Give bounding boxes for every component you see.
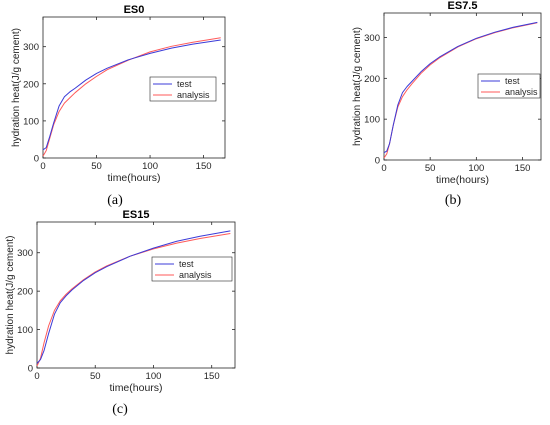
- y-tick-label: 100: [23, 116, 39, 127]
- series-line-test: [42, 39, 221, 151]
- legend-box: [151, 256, 233, 282]
- x-tick-label: 150: [204, 371, 220, 382]
- x-tick-label: 100: [142, 161, 158, 172]
- plot-area: [36, 221, 236, 369]
- panel-label: (a): [107, 193, 123, 208]
- y-tick-label: 100: [17, 325, 33, 336]
- chart-panel-3: ES15 0 50 100 150 0 100 200 300 time(hours) hydrat…: [5, 209, 236, 417]
- x-tick-label: 50: [425, 163, 436, 174]
- y-axis-label: hydration heat(J/g cement): [11, 28, 22, 147]
- y-tick-label: 100: [364, 115, 380, 126]
- y-axis-label: hydration heat(J/g cement): [352, 27, 363, 146]
- x-tick-label: 0: [40, 161, 45, 172]
- y-tick-label: 300: [23, 42, 39, 53]
- y-tick-label: 0: [28, 364, 33, 375]
- series-line-test: [36, 230, 231, 364]
- legend-entry: test: [179, 259, 194, 269]
- y-tick-label: 0: [34, 154, 39, 165]
- x-tick-label: 50: [91, 161, 102, 172]
- x-axis-label: time(hours): [436, 174, 489, 186]
- legend-entry: test: [177, 79, 192, 89]
- x-axis-label: time(hours): [107, 172, 160, 184]
- legend-entry: analysis: [179, 270, 212, 280]
- x-tick-label: 100: [468, 163, 484, 174]
- legend-entry: test: [505, 76, 520, 86]
- y-axis-label: hydration heat(J/g cement): [5, 236, 16, 355]
- x-tick-label: 150: [515, 163, 531, 174]
- chart-title: ES15: [123, 209, 150, 221]
- x-tick-label: 50: [90, 371, 101, 382]
- series-line-test: [383, 21, 538, 154]
- legend-entry: analysis: [505, 87, 538, 97]
- panel-label: (c): [112, 402, 128, 417]
- chart-title: ES7.5: [448, 0, 478, 12]
- chart-title: ES0: [124, 4, 145, 16]
- y-tick-label: 0: [375, 156, 380, 167]
- y-tick-label: 200: [17, 287, 33, 298]
- x-tick-label: 100: [146, 371, 162, 382]
- chart-panel-1: ES0 0 50 100 150 0 100 200 300 time(hours) hydrati…: [11, 4, 226, 208]
- x-tick-label: 0: [381, 163, 386, 174]
- y-tick-label: 300: [364, 33, 380, 44]
- x-axis-label: time(hours): [109, 382, 162, 394]
- x-tick-label: 150: [196, 161, 212, 172]
- legend-entry: analysis: [177, 90, 210, 100]
- y-tick-label: 200: [364, 74, 380, 85]
- series-line-analysis: [42, 37, 221, 157]
- x-tick-label: 0: [34, 371, 39, 382]
- series-line-analysis: [36, 233, 231, 367]
- y-tick-label: 300: [17, 248, 33, 259]
- legend-box: [477, 73, 541, 99]
- y-tick-label: 200: [23, 79, 39, 90]
- panel-label: (b): [445, 193, 462, 208]
- chart-panel-2: ES7.5 0 50 100 150 0 100 200 300 time(hours) hydra…: [352, 0, 542, 208]
- legend-box: [149, 76, 217, 102]
